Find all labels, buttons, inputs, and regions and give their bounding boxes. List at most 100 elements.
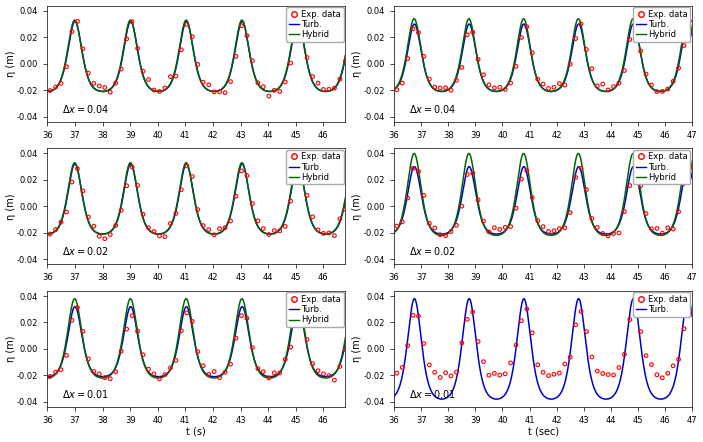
Point xyxy=(668,78,679,85)
Point xyxy=(198,79,209,86)
Point xyxy=(538,80,549,88)
Point xyxy=(335,363,346,370)
Point xyxy=(489,84,500,91)
X-axis label: t (s): t (s) xyxy=(186,427,206,436)
Point xyxy=(209,88,220,95)
Point xyxy=(335,76,346,83)
Point xyxy=(462,316,473,323)
Point xyxy=(323,372,335,379)
Point xyxy=(446,87,457,94)
Point xyxy=(635,328,646,335)
Point xyxy=(121,326,132,333)
Point xyxy=(83,213,94,221)
Point xyxy=(494,84,505,91)
Point xyxy=(192,348,203,355)
Point xyxy=(198,362,209,369)
Point xyxy=(176,186,187,193)
Point xyxy=(88,368,99,375)
Point xyxy=(581,328,592,335)
Point xyxy=(77,328,89,335)
Point xyxy=(99,235,110,242)
Point xyxy=(657,88,668,95)
Point xyxy=(66,28,77,35)
Point xyxy=(312,367,323,374)
Point xyxy=(456,202,467,210)
Point xyxy=(77,45,89,52)
Point xyxy=(187,33,198,40)
Point xyxy=(263,231,274,238)
Point xyxy=(467,309,478,316)
Point xyxy=(408,25,419,32)
Point xyxy=(408,312,419,319)
Point xyxy=(231,53,242,60)
Point xyxy=(93,370,105,377)
Point xyxy=(165,364,176,371)
Point xyxy=(132,182,143,189)
Point xyxy=(630,22,641,29)
Point xyxy=(165,73,176,80)
Point xyxy=(619,67,630,74)
Point xyxy=(619,208,630,215)
Point xyxy=(335,215,346,222)
Point xyxy=(640,210,652,217)
Point xyxy=(137,68,148,75)
Point xyxy=(570,174,581,181)
Point xyxy=(516,175,527,183)
Point xyxy=(662,224,673,231)
Point xyxy=(203,81,214,88)
Point xyxy=(148,87,160,94)
Point xyxy=(429,369,440,376)
Point xyxy=(451,77,462,84)
Point xyxy=(532,361,543,368)
Point xyxy=(548,227,560,234)
Point xyxy=(597,230,608,237)
Point xyxy=(72,165,83,172)
Y-axis label: η (m): η (m) xyxy=(352,50,362,77)
Point xyxy=(274,227,285,234)
Point xyxy=(154,232,165,240)
Point xyxy=(543,85,554,92)
Point xyxy=(56,218,67,225)
Point xyxy=(608,230,619,237)
Point xyxy=(640,71,652,78)
Point xyxy=(181,21,193,28)
Point xyxy=(198,222,209,229)
Legend: Exp. data, Turb.: Exp. data, Turb. xyxy=(633,293,690,317)
Point xyxy=(160,84,171,91)
Point xyxy=(543,228,554,235)
Point xyxy=(597,370,608,377)
Legend: Exp. data, Turb., Hybrid: Exp. data, Turb., Hybrid xyxy=(286,7,344,42)
Point xyxy=(413,29,424,36)
Point xyxy=(613,229,624,236)
Point xyxy=(538,369,549,376)
Point xyxy=(252,365,264,372)
Point xyxy=(472,56,484,63)
Point xyxy=(462,171,473,178)
Point xyxy=(307,213,318,221)
Point xyxy=(318,230,329,237)
Point xyxy=(592,367,603,374)
Point xyxy=(219,369,231,376)
Point xyxy=(93,83,105,90)
Point xyxy=(296,168,307,175)
Point xyxy=(323,86,335,93)
Point xyxy=(684,308,695,315)
Point xyxy=(258,83,269,90)
Point xyxy=(510,205,522,212)
Point xyxy=(576,20,587,27)
Point xyxy=(678,325,690,332)
Point xyxy=(548,84,560,91)
Point xyxy=(434,374,446,381)
Point xyxy=(613,364,624,371)
Point xyxy=(527,329,538,336)
Point xyxy=(219,224,231,231)
Point xyxy=(624,316,636,323)
Point xyxy=(673,208,684,215)
Point xyxy=(318,86,329,93)
Point xyxy=(478,217,489,225)
Point xyxy=(137,211,148,218)
Text: $\Delta x = 0.04$: $\Delta x = 0.04$ xyxy=(409,103,456,115)
Point xyxy=(137,351,148,358)
Point xyxy=(105,231,116,238)
Point xyxy=(391,222,402,229)
